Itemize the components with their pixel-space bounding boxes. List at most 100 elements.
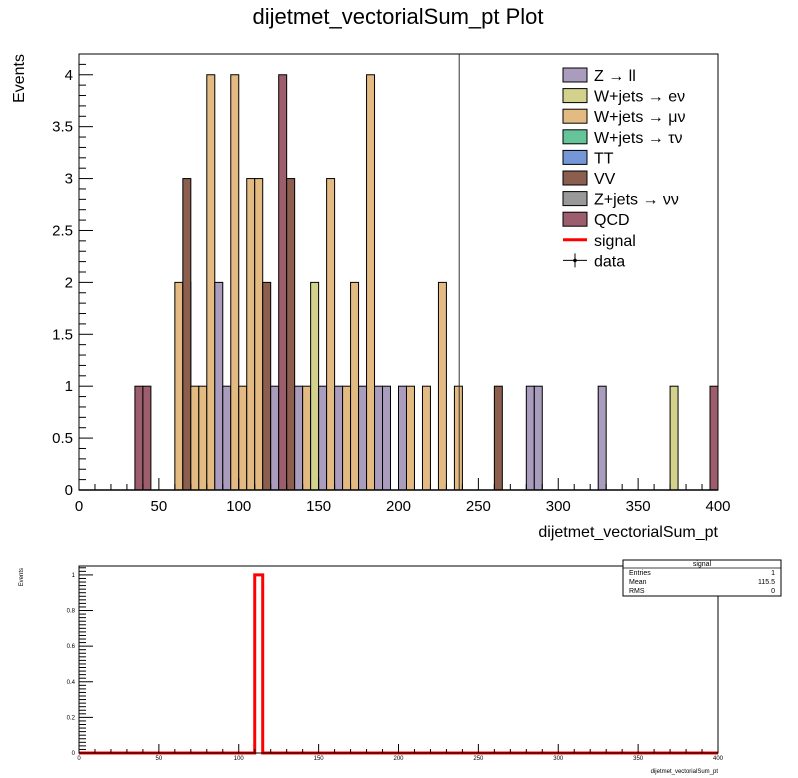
bottom-x-tick-label: 250	[473, 756, 484, 762]
stats-box-frame	[622, 559, 782, 597]
bar-z-ll-160	[334, 385, 344, 491]
legend-swatch-w-jets	[562, 108, 588, 124]
legend-label: QCD	[594, 212, 630, 229]
bar-z-ll-285	[533, 385, 543, 491]
bottom-y-tick-label: 0.8	[67, 609, 76, 615]
legend-label: Z+jets → νν	[594, 192, 679, 209]
bottom-plot-frame	[78, 565, 719, 754]
bar-z-ll-190	[382, 385, 392, 491]
bar-z-ll-135	[294, 385, 304, 491]
bar-w-jets-140	[302, 385, 312, 491]
bottom-y-tick-label: 0.6	[67, 644, 76, 650]
bar-w-jets-165	[342, 385, 352, 491]
bottom-y-axis-label: Events	[19, 568, 25, 586]
bar-w-jets-100	[238, 385, 248, 491]
top-axes-group: 0 50 100 150 200 250 300 350 400 0 0.5 1 1.5 2 2.5 3 3.5…	[52, 53, 731, 515]
legend-swatch-z-jets	[562, 191, 588, 207]
top-y-tick-label: 0	[65, 482, 73, 499]
top-y-tick-label: 2.5	[52, 222, 73, 239]
stats-mean-label: Mean	[629, 579, 647, 586]
legend-label: signal	[594, 233, 636, 250]
legend-swatch-w-jets	[562, 129, 588, 145]
top-x-tick-label: 150	[306, 498, 331, 515]
bottom-axes-group: 0 50 100 150 200 250 300 350 400 0 0.2 0.4 0.6 0.8 1	[67, 567, 724, 762]
bar-z-ll-90	[222, 385, 232, 491]
stats-rms-value: 0	[771, 588, 775, 595]
bar-w-jets-235	[453, 385, 463, 491]
stats-rms-label: RMS	[629, 588, 645, 595]
bottom-y-tick-label: 0	[72, 751, 76, 757]
bar-w-jets-180	[366, 74, 376, 491]
bar-qcd-35	[134, 385, 144, 491]
bar-qcd-395	[709, 385, 719, 491]
legend-label: W+jets → μν	[594, 109, 685, 126]
legend-entry-z-jets: Z+jets → νν	[562, 191, 679, 209]
bottom-signal-group	[79, 573, 718, 755]
legend-label: TT	[594, 150, 614, 167]
stats-entries-label: Entries	[629, 570, 651, 577]
top-x-tick-label: 200	[386, 498, 411, 515]
bar-w-jets-60	[174, 281, 184, 491]
bottom-x-tick-label: 400	[713, 756, 724, 762]
stats-mean-value: 115.5	[758, 579, 775, 586]
bottom-x-tick-label: 350	[633, 756, 644, 762]
stats-box-title: signal	[693, 561, 712, 568]
legend-entry-w-jets: W+jets → μν	[562, 108, 685, 126]
top-y-tick-label: 3.5	[52, 119, 73, 136]
bar-vv-130	[286, 178, 296, 491]
legend-label: Z → ll	[594, 68, 636, 85]
top-y-tick-label: 1.5	[52, 326, 73, 343]
bar-w-jets-205	[405, 385, 415, 491]
bar-z-ll-325	[597, 385, 607, 491]
legend-swatch-vv	[562, 170, 588, 186]
bar-w-jets-155	[326, 178, 336, 491]
bottom-x-tick-label: 150	[314, 756, 325, 762]
top-x-tick-label: 300	[546, 498, 571, 515]
bar-w-jets-105	[246, 178, 256, 491]
top-x-tick-label: 400	[705, 498, 730, 515]
legend: Z → ll W+jets → eν W+jets → μν W+jets → τν T…	[562, 67, 685, 270]
top-y-tick-label: 0.5	[52, 430, 73, 447]
top-y-tick-label: 3	[65, 171, 73, 188]
bottom-x-tick-label: 0	[77, 756, 81, 762]
bar-w-jets-170	[350, 281, 360, 491]
legend-swatch-z-ll	[562, 67, 588, 83]
legend-entry-tt: TT	[562, 149, 614, 167]
top-x-tick-label: 350	[626, 498, 651, 515]
legend-entry-w-jets: W+jets → τν	[562, 129, 683, 147]
legend-swatch-w-jets-e	[562, 88, 588, 104]
chart-title: dijetmet_vectorialSum_pt Plot	[252, 4, 543, 29]
top-y-tick-label: 2	[65, 274, 73, 291]
bar-w-jets-95	[230, 74, 240, 491]
bar-w-jets-80	[206, 74, 216, 491]
top-y-tick-label: 4	[65, 67, 73, 84]
bar-z-ll-120	[270, 385, 280, 491]
bar-w-jets-e-145	[310, 281, 320, 491]
bottom-x-tick-label: 50	[156, 756, 163, 762]
stats-box: signal Entries 1 Mean 115.5 RMS 0	[622, 559, 782, 597]
bottom-x-tick-label: 300	[553, 756, 564, 762]
top-bars-group	[79, 74, 719, 491]
top-y-tick-label: 1	[65, 378, 73, 395]
signal-step-line	[79, 573, 718, 755]
legend-label: VV	[594, 171, 616, 188]
bar-vv-260	[493, 385, 503, 491]
top-x-tick-label: 0	[75, 498, 83, 515]
bar-qcd-40	[142, 385, 152, 491]
bottom-x-tick-label: 100	[234, 756, 245, 762]
bottom-y-tick-label: 1	[72, 573, 76, 579]
legend-entry-z-ll: Z → ll	[562, 67, 636, 85]
bar-w-jets-e-370	[669, 385, 679, 491]
legend-entry-qcd: QCD	[562, 211, 630, 229]
bar-w-jets-215	[421, 385, 431, 491]
legend-swatch-qcd	[562, 211, 588, 227]
legend-label: W+jets → τν	[594, 130, 683, 147]
legend-entry-signal: signal	[563, 233, 636, 250]
legend-entry-vv: VV	[562, 170, 616, 188]
bottom-x-axis-label: dijetmet_vectorialSum_pt	[651, 769, 719, 775]
bar-z-ll-280	[525, 385, 535, 491]
stats-entries-value: 1	[771, 570, 775, 577]
bar-w-jets-225	[437, 281, 447, 491]
legend-label: data	[594, 253, 625, 270]
